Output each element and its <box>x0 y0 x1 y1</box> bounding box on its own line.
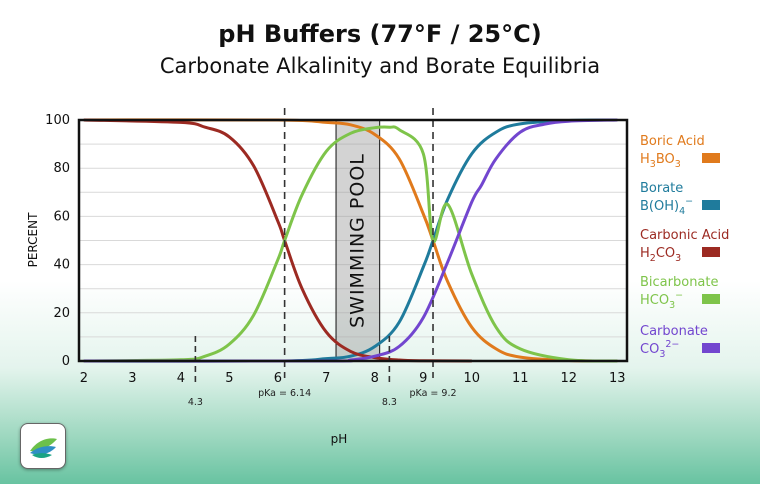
chart-subtitle: Carbonate Alkalinity and Borate Equilibr… <box>159 54 601 78</box>
swimming-pool-rect <box>335 119 381 362</box>
legend-formula-carbonic-acid: H2CO3 <box>640 246 681 264</box>
x-tick-label: 8 <box>371 371 379 386</box>
series-line-borate <box>83 118 618 363</box>
y-tick-label: 60 <box>53 209 70 224</box>
legend-name-carbonate: Carbonate <box>640 324 708 339</box>
x-tick-label: 9 <box>419 371 427 386</box>
legend-swatch-borate <box>702 200 720 210</box>
tick-labels: 2 3 4 5 6 7 8 9 10 11 12 13 0 20 40 60 80 100 pH PERCENT <box>26 113 626 446</box>
x-axis-title: pH <box>331 432 348 446</box>
series-line-boric-acid <box>83 118 618 363</box>
x-tick-label: 13 <box>609 371 626 386</box>
plot-border <box>77 118 629 363</box>
legend-swatch-carbonate <box>702 343 720 353</box>
legend-name-borate: Borate <box>640 181 683 196</box>
reference-lines: 4.3 pKa = 6.14 8.3 pKa = 9.2 <box>188 108 457 408</box>
vline-label-1: pKa = 6.14 <box>258 388 311 399</box>
swimming-pool-label: SWIMMING POOL <box>346 153 368 328</box>
grid-lines <box>79 143 627 338</box>
vline-label-2: 8.3 <box>382 397 397 408</box>
legend-formula-borate: B(OH)4− <box>640 196 693 217</box>
logo-icon <box>20 423 66 469</box>
legend-swatch-boric-acid <box>702 153 720 163</box>
legend-formula-boric-acid: H3BO3 <box>640 152 681 170</box>
legend-swatch-carbonic-acid <box>702 247 720 257</box>
legend-swatch-bicarbonate <box>702 294 720 304</box>
legend-name-bicarbonate: Bicarbonate <box>640 275 719 290</box>
y-tick-label: 20 <box>53 306 70 321</box>
x-tick-label: 6 <box>274 371 282 386</box>
x-tick-label: 12 <box>561 371 578 386</box>
x-tick-label: 2 <box>80 371 88 386</box>
x-tick-label: 4 <box>177 371 185 386</box>
x-tick-label: 10 <box>464 371 481 386</box>
y-tick-label: 0 <box>62 354 70 369</box>
chart-title: pH Buffers (77°F / 25°C) <box>218 20 542 48</box>
swimming-pool-band: SWIMMING POOL <box>335 119 381 362</box>
x-tick-label: 3 <box>128 371 136 386</box>
series-line-bicarbonate <box>83 125 618 363</box>
x-tick-label: 7 <box>322 371 330 386</box>
legend-formula-bicarbonate: HCO3− <box>640 290 683 311</box>
x-tick-label: 11 <box>512 371 529 386</box>
y-axis-title: PERCENT <box>26 212 40 267</box>
x-tick-label: 5 <box>225 371 233 386</box>
legend-name-carbonic-acid: Carbonic Acid <box>640 228 729 243</box>
y-tick-label: 100 <box>45 113 70 128</box>
legend-name-boric-acid: Boric Acid <box>640 134 705 149</box>
plot-frame <box>77 118 629 363</box>
y-tick-label: 40 <box>53 258 70 273</box>
vline-label-0: 4.3 <box>188 397 203 408</box>
y-tick-label: 80 <box>53 161 70 176</box>
legend-formula-carbonate: CO32− <box>640 339 679 360</box>
vline-label-3: pKa = 9.2 <box>410 388 457 399</box>
